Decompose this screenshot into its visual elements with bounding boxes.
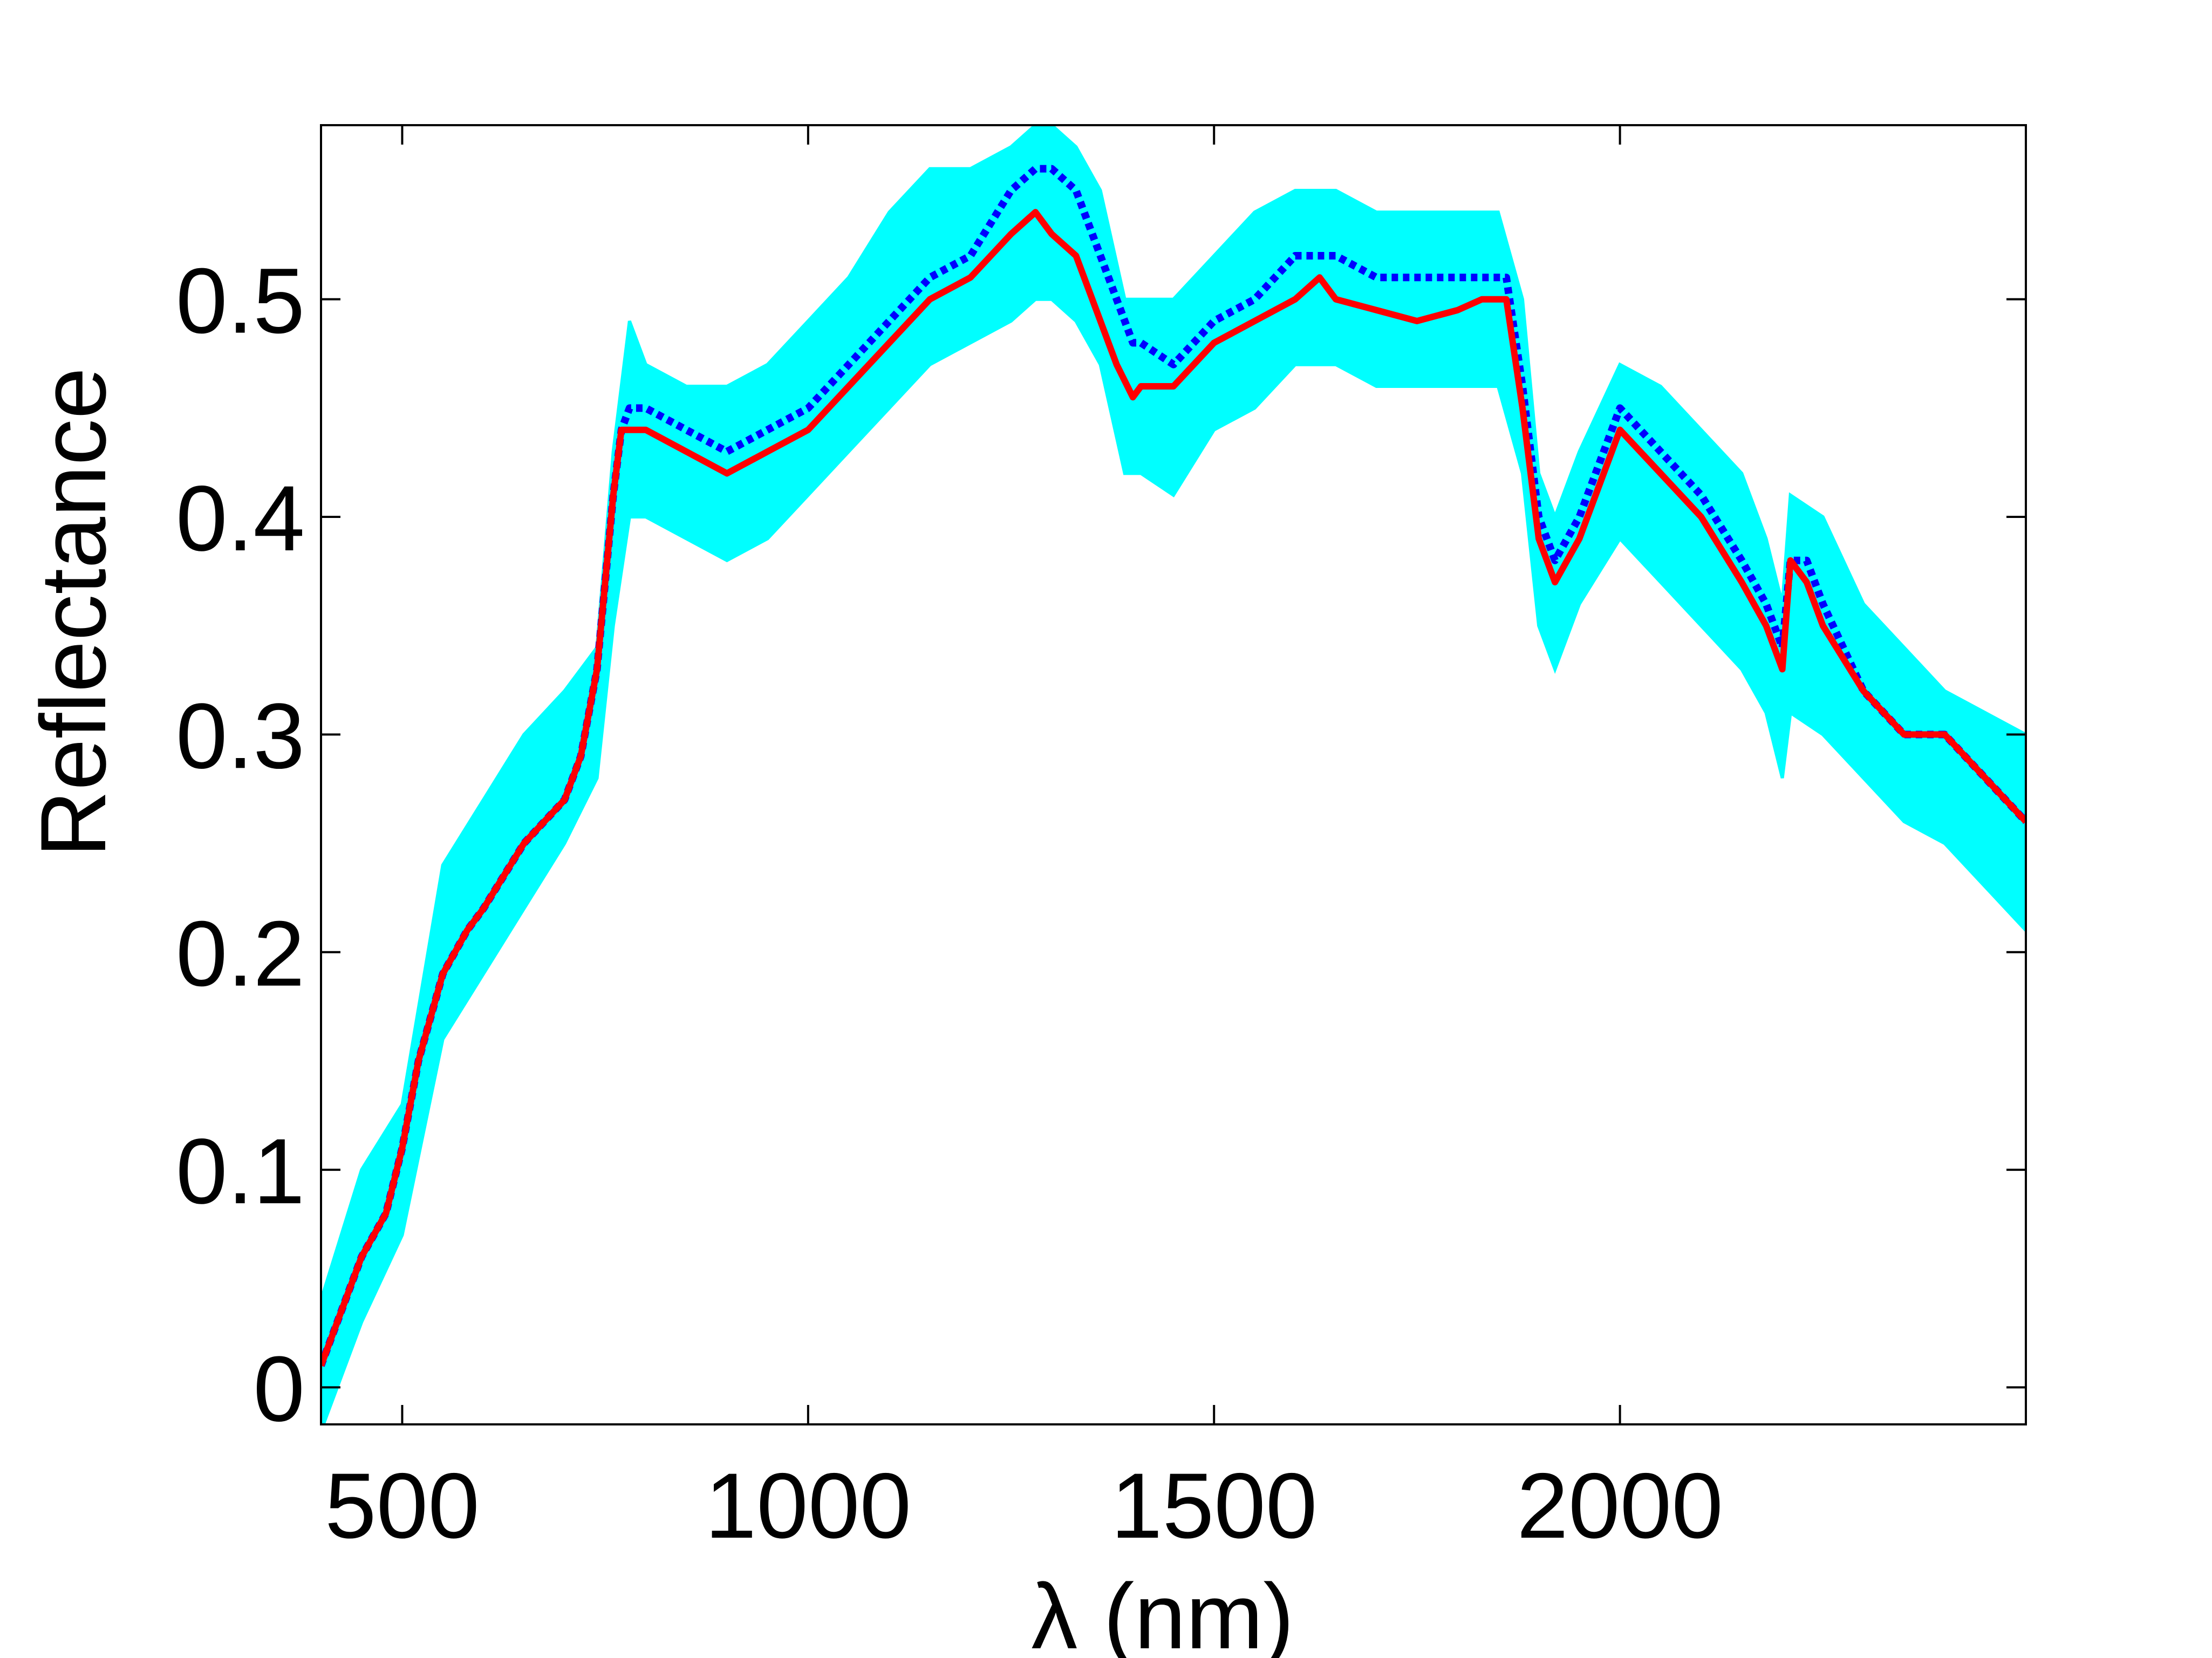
x-axis-label: λ (nm) (1031, 1565, 1294, 1658)
spread-band (321, 125, 2026, 1424)
y-axis-label: Reflectance (22, 367, 125, 857)
x-tick-label: 1500 (1111, 1454, 1317, 1558)
y-tick-label: 0.3 (176, 684, 305, 788)
red-solid-line (321, 209, 2026, 1367)
y-tick-label: 0.1 (176, 1120, 305, 1223)
y-tick-label: 0.2 (176, 902, 305, 1006)
x-tick-label: 2000 (1517, 1454, 1723, 1558)
y-tick-label: 0.4 (176, 467, 305, 570)
y-tick-label: 0.5 (176, 249, 305, 353)
x-tick-label: 500 (325, 1454, 480, 1558)
plot-area (321, 125, 2026, 1424)
plot-frame (320, 124, 2027, 1425)
blue-dotted-line (321, 165, 2026, 1367)
axes: 500 1000 1500 2000 0 0.1 0.2 0.3 0.4 0.5 (176, 124, 2027, 1558)
x-tick-label: 1000 (705, 1454, 912, 1558)
y-tick-label: 0 (253, 1337, 305, 1441)
